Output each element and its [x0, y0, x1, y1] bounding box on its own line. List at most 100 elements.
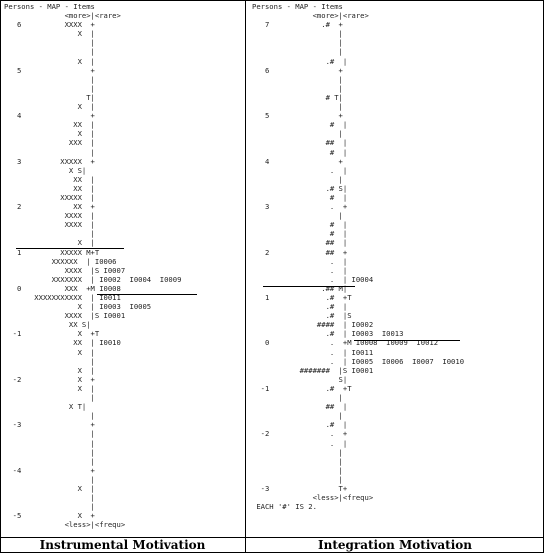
integration-line: .# S| [252, 183, 348, 193]
instrumental-map-text: Persons - MAP - Items <more>|<rare> 6 XX… [4, 2, 181, 529]
instrumental-line: X S| [4, 165, 87, 175]
integration-line: .# | [252, 56, 348, 66]
integration-line: .## M| [252, 283, 348, 293]
instrumental-line: 6 XXXX + [4, 20, 95, 30]
integration-line: .# | [252, 302, 348, 312]
instrumental-line: XX | [4, 120, 95, 130]
integration-line: . | [252, 438, 348, 448]
integration-line: .# |S [252, 311, 352, 321]
instrumental-line: Persons - MAP - Items [4, 2, 95, 11]
instrumental-line: -3 + [4, 420, 95, 430]
instrumental-line: X | [4, 365, 95, 375]
instrumental-line: | [4, 47, 95, 57]
integration-line: | [252, 38, 343, 48]
instrumental-line: XXXX |S I0007 [4, 265, 126, 275]
instrumental-line: | [4, 229, 95, 239]
instrumental-line: 0 XXX +M I0008 [4, 283, 121, 293]
instrumental-line: | [4, 411, 95, 421]
instrumental-line: XXXX | [4, 220, 95, 230]
integration-line: | [252, 74, 343, 84]
integration-line: | [252, 465, 343, 475]
integration-line: # | [252, 229, 348, 239]
integration-line: S| [252, 374, 348, 384]
integration-rule-2 [354, 340, 460, 341]
instrumental-line: 5 + [4, 65, 95, 75]
caption-divider [0, 537, 544, 538]
integration-rule-1 [263, 286, 355, 287]
instrumental-line: | [4, 493, 95, 503]
integration-map-text: Persons - MAP - Items <more>|<rare> 7 .#… [252, 2, 464, 511]
instrumental-line: 3 XXXXX + [4, 156, 95, 166]
instrumental-line: | [4, 447, 95, 457]
integration-line: ## | [252, 238, 348, 248]
instrumental-line: | [4, 393, 95, 403]
instrumental-line: 4 + [4, 111, 95, 121]
integration-line: . | [252, 165, 348, 175]
integration-line: | [252, 393, 343, 403]
integration-line: # | [252, 220, 348, 230]
integration-line: 3 . + [252, 202, 348, 212]
instrumental-line: XXXXX | [4, 192, 95, 202]
instrumental-line: | [4, 83, 95, 93]
integration-line: -3 T+ [252, 483, 348, 493]
integration-line: # | [252, 192, 348, 202]
integration-line: 7 .# + [252, 20, 343, 30]
integration-line: # | [252, 147, 348, 157]
instrumental-line: <more>|<rare> [4, 11, 121, 21]
instrumental-caption: Instrumental Motivation [39, 538, 206, 552]
instrumental-line: T| [4, 92, 95, 102]
integration-line: 2 ## + [252, 247, 348, 257]
instrumental-line: X | [4, 347, 95, 357]
instrumental-line: X | [4, 102, 95, 112]
instrumental-rule-2 [97, 294, 197, 295]
instrumental-line: | [4, 456, 95, 466]
instrumental-line: | [4, 74, 95, 84]
integration-line: -1 .# +T [252, 383, 352, 393]
instrumental-line: | [4, 356, 95, 366]
integration-line: 5 + [252, 111, 343, 121]
instrumental-line: | [4, 147, 95, 157]
integration-line: 4 + [252, 156, 343, 166]
instrumental-line: X | [4, 238, 95, 248]
integration-line: .# | [252, 420, 348, 430]
integration-line: EACH '#' IS 2. [252, 502, 317, 512]
integration-line: <less>|<frequ> [252, 493, 374, 503]
integration-line: | [252, 174, 343, 184]
integration-line: | [252, 211, 343, 221]
instrumental-line: XXX | [4, 138, 95, 148]
integration-line: ## | [252, 402, 348, 412]
instrumental-line: X T| [4, 402, 87, 412]
instrumental-line: XXXX |S I0001 [4, 311, 126, 321]
instrumental-line: -5 X + [4, 511, 95, 521]
integration-line: | [252, 456, 343, 466]
integration-line: | [252, 102, 343, 112]
instrumental-line: 1 XXXXX M+T [4, 247, 100, 257]
integration-line: | [252, 129, 343, 139]
panel-divider [245, 0, 246, 553]
integration-line: # | [252, 120, 348, 130]
integration-line: 0 . +M I0008 I0009 I0012 [252, 338, 439, 348]
integration-caption: Integration Motivation [318, 538, 472, 552]
instrumental-line: -2 X + [4, 374, 95, 384]
integration-line: <more>|<rare> [252, 11, 369, 21]
integration-line: | [252, 474, 343, 484]
instrumental-line: X | [4, 56, 95, 66]
instrumental-line: X | [4, 129, 95, 139]
integration-line: . | [252, 265, 348, 275]
instrumental-line: X | [4, 483, 95, 493]
integration-line: . | I0011 [252, 347, 374, 357]
integration-line: ## | [252, 138, 348, 148]
instrumental-line: XXXX | [4, 211, 95, 221]
instrumental-line: | [4, 474, 95, 484]
instrumental-line: XX | I0010 [4, 338, 121, 348]
integration-line: . | I0005 I0006 I0007 I0010 [252, 356, 465, 366]
integration-line: . | [252, 256, 348, 266]
instrumental-line: | [4, 429, 95, 439]
integration-line: . | I0004 [252, 274, 374, 284]
instrumental-line: XXXXXXXXXXX | I0011 [4, 293, 121, 302]
instrumental-line: XX | [4, 174, 95, 184]
integration-line: -2 . + [252, 429, 348, 439]
instrumental-line: | [4, 502, 95, 512]
instrumental-rule-1 [16, 248, 124, 249]
instrumental-line: -4 + [4, 465, 95, 475]
